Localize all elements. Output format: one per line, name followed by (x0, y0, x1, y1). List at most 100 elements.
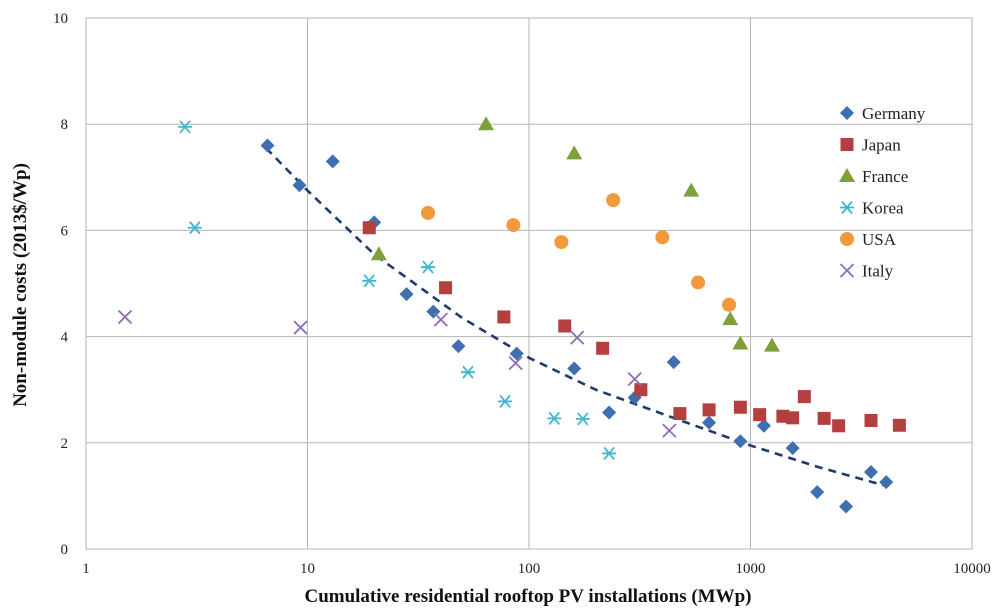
grid-lines (85, 17, 973, 550)
data-point (508, 356, 523, 371)
legend-marker (840, 138, 854, 151)
legend: Germany Japan France Korea USA Italy (839, 104, 926, 281)
data-point (673, 407, 687, 421)
data-point (451, 339, 466, 354)
data-point (733, 434, 748, 449)
data-point (509, 346, 524, 361)
data-point (785, 441, 800, 456)
data-point (362, 274, 377, 288)
data-point (879, 475, 894, 490)
series-france (370, 116, 780, 352)
x-tick-label: 1000 (736, 561, 766, 577)
legend-label: Korea (862, 199, 904, 218)
legend-label: USA (862, 230, 897, 249)
data-point (832, 419, 846, 433)
data-point (570, 330, 585, 345)
data-point (763, 337, 780, 352)
data-point (596, 341, 610, 355)
data-point (260, 138, 275, 153)
data-point (634, 383, 648, 397)
data-point (892, 418, 906, 432)
data-point (732, 335, 749, 350)
series-japan (362, 221, 906, 433)
legend-marker (839, 263, 855, 278)
series-usa (421, 193, 737, 312)
y-tick-label: 2 (61, 436, 69, 452)
data-point (839, 499, 854, 514)
data-point (439, 281, 453, 295)
y-tick-label: 4 (61, 330, 69, 346)
data-point (566, 145, 583, 160)
legend-label: Japan (862, 136, 901, 155)
data-point (817, 411, 831, 425)
data-point (602, 446, 617, 460)
data-point (733, 400, 747, 414)
data-point (421, 205, 436, 220)
x-axis-title: Cumulative residential rooftop PV instal… (304, 586, 751, 607)
legend-marker (839, 168, 855, 182)
data-point (498, 394, 513, 408)
data-point (575, 412, 590, 426)
x-tick-label: 100 (518, 561, 541, 577)
legend-marker (840, 106, 854, 120)
data-point (362, 221, 376, 235)
data-point (776, 409, 790, 423)
trendline-layer (265, 147, 885, 487)
series-korea (178, 120, 617, 460)
series-germany (260, 138, 894, 514)
data-point (547, 411, 562, 425)
trendline (265, 147, 885, 487)
data-point (722, 311, 739, 326)
data-point (117, 309, 133, 325)
legend-marker (840, 232, 854, 246)
data-point (325, 154, 340, 169)
data-point (797, 390, 811, 404)
data-point (722, 297, 737, 312)
x-tick-label: 10000 (953, 561, 991, 577)
data-point (702, 403, 716, 417)
data-point (864, 465, 879, 480)
data-point (187, 221, 202, 235)
data-point (567, 361, 582, 376)
data-point (421, 260, 436, 274)
data-point (460, 365, 475, 379)
data-point (810, 485, 825, 500)
data-point (433, 312, 448, 327)
x-tick-label: 1 (82, 561, 90, 577)
legend-label: Italy (862, 262, 894, 281)
data-point (293, 320, 308, 335)
y-tick-label: 10 (53, 11, 68, 27)
data-point (662, 423, 677, 438)
data-point (399, 287, 414, 302)
data-point (786, 411, 800, 425)
data-point (554, 235, 569, 250)
data-point (478, 116, 495, 131)
legend-label: France (862, 167, 908, 186)
data-point (683, 182, 700, 197)
x-tick-label: 10 (300, 561, 315, 577)
data-point (497, 310, 511, 324)
legend-label: Germany (862, 104, 926, 123)
data-points (117, 116, 906, 514)
data-point (666, 355, 681, 370)
data-point (506, 218, 521, 233)
legend-marker (840, 200, 854, 215)
data-point (370, 246, 387, 261)
y-tick-label: 8 (61, 117, 69, 133)
data-point (558, 319, 572, 333)
data-point (753, 408, 767, 422)
data-point (756, 418, 771, 433)
data-point (627, 371, 642, 387)
data-point (178, 120, 193, 134)
y-tick-label: 6 (61, 223, 69, 239)
y-tick-label: 0 (61, 542, 69, 558)
data-point (606, 193, 621, 208)
data-point (864, 413, 878, 427)
data-point (655, 230, 670, 245)
data-point (292, 178, 307, 193)
data-point (602, 405, 617, 420)
series-italy (117, 309, 677, 438)
data-point (691, 275, 706, 290)
data-point (702, 415, 717, 430)
